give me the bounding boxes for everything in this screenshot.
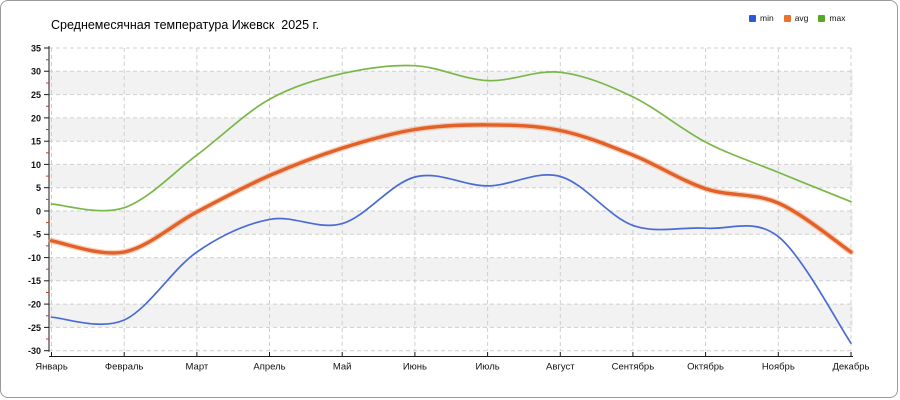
legend-label-max: max [829, 13, 846, 23]
y-tick-label: -20 [28, 300, 41, 310]
y-tick-label: -10 [28, 253, 41, 263]
plot-band [49, 257, 853, 281]
y-tick-label: 30 [31, 67, 41, 77]
x-tick-label: Февраль [105, 362, 144, 373]
x-tick-label: Сентябрь [612, 362, 655, 373]
y-tick-label: 0 [36, 206, 41, 216]
y-tick-label: 20 [31, 113, 41, 123]
plot-band [49, 94, 853, 118]
legend-swatch-avg [783, 14, 791, 22]
legend-item-max[interactable]: max [818, 14, 845, 23]
x-tick-label: Январь [35, 362, 68, 373]
plot-band [49, 304, 853, 328]
chart-title: Среднемесячная температура Ижевск 2025 г… [51, 18, 320, 32]
y-tick-label: -5 [33, 230, 41, 240]
legend-label-min: min [760, 13, 774, 23]
plot-band [49, 117, 853, 142]
plot-band [49, 48, 853, 72]
x-tick-label: Апрель [253, 362, 285, 373]
x-tick-label: Март [186, 362, 209, 373]
x-tick-label: Ноябрь [762, 362, 795, 373]
legend-swatch-min [749, 14, 756, 22]
y-tick-label: 25 [31, 90, 41, 100]
plot-band [49, 141, 853, 165]
legend-swatch-max [818, 14, 826, 22]
legend-item-min[interactable]: min [749, 14, 774, 23]
series-line-min [50, 174, 852, 345]
x-tick-label: Май [333, 362, 352, 373]
plot-band [49, 164, 853, 188]
y-tick-label: -25 [28, 323, 41, 333]
y-tick-label: 5 [36, 183, 41, 193]
x-tick-label: Август [546, 362, 575, 373]
series-line-max [50, 64, 852, 212]
legend: min avg max [749, 14, 845, 23]
series-line-avg [49, 123, 853, 255]
plot-band [49, 234, 853, 258]
plot-band [49, 187, 853, 211]
x-tick-label: Октябрь [687, 362, 724, 373]
x-tick-label: Декабрь [832, 362, 869, 373]
plot-band [49, 71, 853, 95]
legend-label-avg: avg [794, 13, 809, 23]
legend-item-avg[interactable]: avg [783, 13, 809, 23]
plot-band [49, 280, 853, 305]
x-tick-label: Июль [475, 362, 499, 373]
x-tick-label: Июнь [403, 362, 427, 373]
plot-band [49, 327, 853, 351]
y-tick-label: -30 [28, 346, 41, 356]
y-tick-label: 35 [31, 43, 41, 53]
y-tick-label: 15 [31, 137, 41, 147]
y-tick-label: 10 [31, 160, 41, 170]
y-tick-label: -15 [28, 276, 41, 286]
